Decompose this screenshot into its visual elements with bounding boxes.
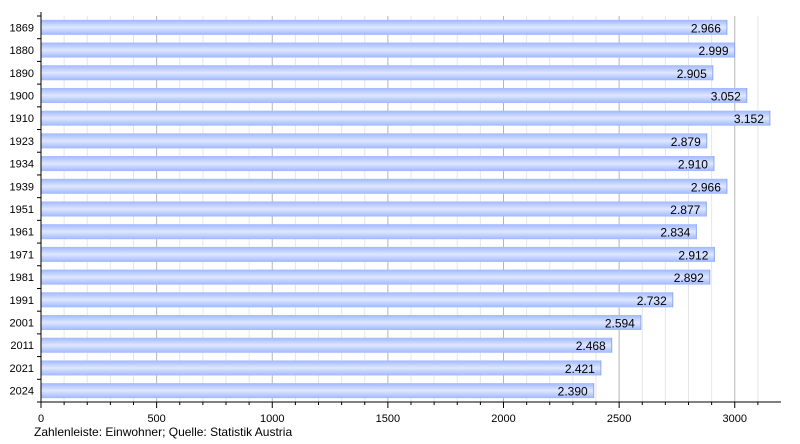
value-label: 2.905: [677, 67, 707, 81]
bar-1981: [41, 269, 710, 285]
x-tick-label: 1000: [260, 413, 284, 425]
category-label: 1869: [10, 22, 34, 34]
value-label: 2.910: [678, 158, 708, 172]
x-tick-label: 0: [38, 413, 44, 425]
x-tick-label: 2500: [607, 413, 631, 425]
x-tick-label: 500: [147, 413, 165, 425]
category-label: 1900: [10, 90, 34, 102]
value-label: 2.966: [691, 180, 721, 194]
value-label: 2.594: [605, 317, 635, 331]
bar-1880: [41, 42, 735, 58]
axes: 0 500 1000 1500 2000 2500 3000: [37, 12, 781, 425]
bar-1991: [41, 292, 673, 308]
category-label: 2011: [10, 340, 34, 352]
category-label: 1880: [10, 45, 34, 57]
bar-2021: [41, 360, 601, 376]
value-label: 2.879: [671, 135, 701, 149]
bar-2011: [41, 337, 612, 353]
value-label: 2.999: [698, 44, 728, 58]
category-label: 1971: [10, 249, 34, 261]
category-label: 1910: [10, 113, 34, 125]
category-label: 1934: [10, 159, 34, 171]
bar-1951: [41, 201, 707, 217]
bar-1923: [41, 133, 707, 149]
value-label: 2.912: [678, 248, 708, 262]
value-label: 2.966: [691, 21, 721, 35]
bar-2001: [41, 315, 641, 331]
category-label: 2024: [10, 386, 34, 398]
category-label: 1981: [10, 272, 34, 284]
category-label: 1961: [10, 227, 34, 239]
value-label: 2.732: [637, 294, 667, 308]
value-label: 2.421: [565, 362, 595, 376]
category-label: 2001: [10, 318, 34, 330]
bar-1961: [41, 224, 697, 240]
value-label: 2.892: [674, 271, 704, 285]
bar-1910: [41, 110, 770, 126]
category-label: 1890: [10, 68, 34, 80]
value-label: 2.834: [660, 226, 690, 240]
bar-1869: [41, 19, 727, 35]
category-label: 2021: [10, 363, 34, 375]
category-label: 1951: [10, 204, 34, 216]
category-label: 1991: [10, 295, 34, 307]
value-label: 3.052: [711, 89, 741, 103]
bar-1939: [41, 178, 727, 194]
category-label: 1923: [10, 136, 34, 148]
bars: [41, 19, 771, 399]
bar-1890: [41, 65, 713, 81]
category-label: 1939: [10, 181, 34, 193]
x-tick-label: 2000: [491, 413, 515, 425]
value-label: 2.877: [670, 203, 700, 217]
value-label: 2.468: [576, 339, 606, 353]
x-tick-label: 1500: [376, 413, 400, 425]
value-label: 3.152: [734, 112, 764, 126]
value-label: 2.390: [558, 385, 588, 399]
data-labels: 1869 2.966 1880 2.999 1890 2.905 1900 3.052 1910…: [10, 21, 765, 398]
x-tick-label: 3000: [723, 413, 747, 425]
bar-1900: [41, 87, 747, 103]
chart-caption: Zahlenleiste: Einwohner; Quelle: Statist…: [34, 425, 293, 439]
bar-2024: [41, 383, 594, 399]
bar-1971: [41, 246, 715, 262]
bar-1934: [41, 156, 714, 172]
